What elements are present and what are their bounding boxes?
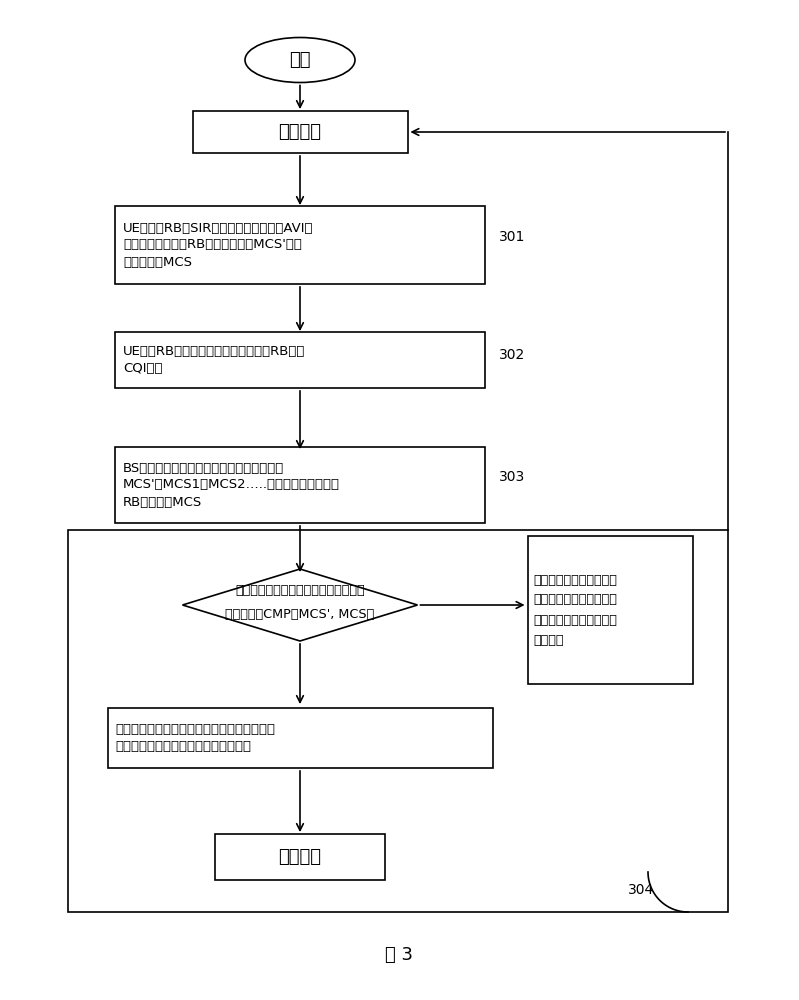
Text: 过量大小，CMP（MCS', MCS）: 过量大小，CMP（MCS', MCS） bbox=[225, 608, 375, 621]
Bar bbox=[527, 536, 693, 684]
Text: 获得每个流在不同RB中推荐使用的MCS'和分: 获得每个流在不同RB中推荐使用的MCS'和分 bbox=[123, 238, 302, 251]
Text: 302: 302 bbox=[499, 348, 525, 362]
Bar bbox=[68, 530, 728, 912]
Text: CQI信息: CQI信息 bbox=[123, 362, 162, 375]
Polygon shape bbox=[182, 569, 418, 641]
Text: 比较两种模式下不同编码调制方式的通: 比较两种模式下不同编码调制方式的通 bbox=[235, 584, 365, 597]
Text: UE对不同RB的SIR测量，并由链路仿真AVI表: UE对不同RB的SIR测量，并由链路仿真AVI表 bbox=[123, 222, 313, 234]
Text: 如果复用模式下所有流的: 如果复用模式下所有流的 bbox=[534, 574, 618, 586]
Text: 集合并后的MCS: 集合并后的MCS bbox=[123, 255, 192, 268]
Text: 下单流的通过量，则保持: 下单流的通过量，则保持 bbox=[534, 614, 618, 627]
Bar bbox=[115, 447, 485, 523]
Text: RB对应一个MCS: RB对应一个MCS bbox=[123, 495, 202, 508]
Text: UE根据RB选择算法，选择需要上报的RB及其: UE根据RB选择算法，选择需要上报的RB及其 bbox=[123, 345, 305, 358]
Bar bbox=[115, 206, 485, 284]
Text: 分集模式: 分集模式 bbox=[279, 123, 321, 141]
Bar bbox=[193, 111, 407, 153]
Bar bbox=[115, 332, 485, 388]
Text: 分集模式: 分集模式 bbox=[534, 634, 564, 647]
Text: MCS'（MCS1、MCS2…..）和分集模式下所有: MCS'（MCS1、MCS2…..）和分集模式下所有 bbox=[123, 479, 340, 491]
Text: 开始: 开始 bbox=[289, 51, 311, 69]
Bar bbox=[215, 834, 385, 880]
Ellipse shape bbox=[245, 37, 355, 83]
Text: BS资源调度，确定复用模式下不同流对应的: BS资源调度，确定复用模式下不同流对应的 bbox=[123, 462, 284, 475]
Text: 模式下单流的通过量，则选择复用模式: 模式下单流的通过量，则选择复用模式 bbox=[116, 740, 252, 753]
Text: 如果复用模式下所有流的通过量之和大于分集: 如果复用模式下所有流的通过量之和大于分集 bbox=[116, 723, 276, 736]
Text: 复用模式: 复用模式 bbox=[279, 848, 321, 866]
Text: 303: 303 bbox=[499, 470, 525, 484]
Text: 图 3: 图 3 bbox=[385, 946, 413, 964]
Text: 304: 304 bbox=[628, 883, 654, 897]
Bar bbox=[108, 708, 492, 768]
Text: 301: 301 bbox=[499, 230, 526, 244]
Text: 通过量之和小于分集模式: 通过量之和小于分集模式 bbox=[534, 593, 618, 606]
